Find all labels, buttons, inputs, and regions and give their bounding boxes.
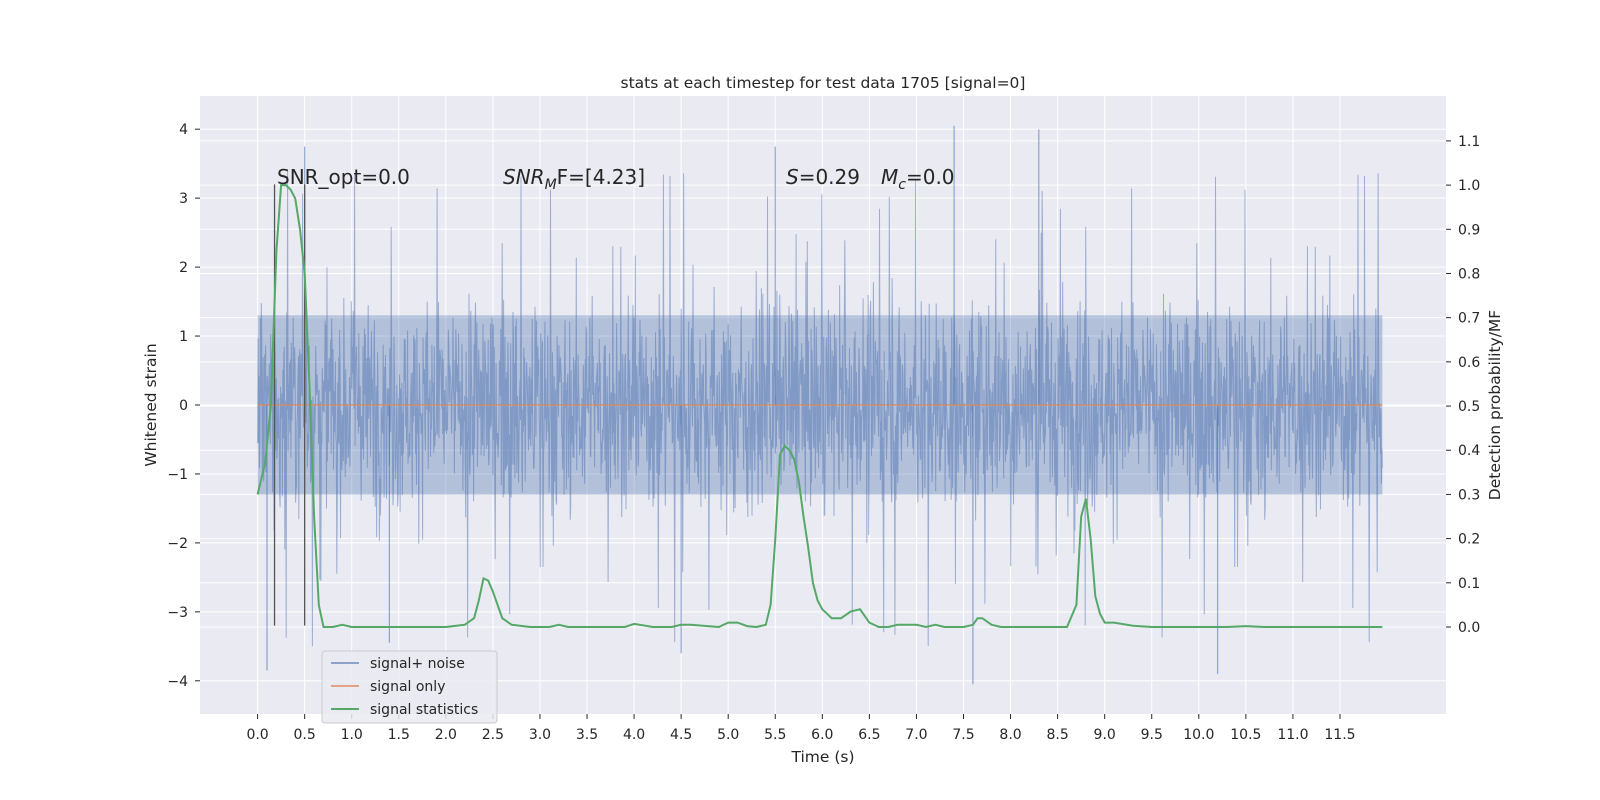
signal-statistics-series (256, 184, 1383, 629)
annotation-snr-mf-sub: M (545, 177, 557, 193)
legend-label-noise: signal+ noise (370, 656, 465, 672)
x-tick-label: 4.0 (623, 727, 645, 743)
x-tick-label: 11.5 (1324, 727, 1355, 743)
annotation-snr-opt: SNR_opt=0.0 (277, 165, 410, 189)
y2-tick-label: 0.1 (1458, 576, 1480, 592)
y-tick-label: 4 (179, 122, 188, 138)
y2-axis-label: Detection probability/MF (1486, 310, 1504, 501)
annotation-mc-value: =0.0 (906, 165, 955, 189)
signal-statistics-line (256, 184, 1383, 629)
y2-tick-label: 0.0 (1458, 620, 1480, 636)
x-tick-label: 2.0 (435, 727, 457, 743)
x-tick-label: 5.5 (764, 727, 786, 743)
x-tick-label: 6.5 (858, 727, 880, 743)
y-tick-label: 2 (179, 260, 188, 276)
annotation-mc-sub: c (898, 177, 906, 193)
x-tick-label: 9.0 (1094, 727, 1116, 743)
x-axis-label: Time (s) (790, 748, 854, 766)
x-tick-label: 7.0 (905, 727, 927, 743)
x-tick-label: 10.0 (1183, 727, 1214, 743)
y-tick-label: −2 (167, 536, 188, 552)
x-tick-label: 10.5 (1230, 727, 1261, 743)
y2-tick-label: 0.2 (1458, 532, 1480, 548)
y2-tick-label: 0.3 (1458, 487, 1480, 503)
y2-tick-label: 1.1 (1458, 134, 1480, 150)
annotation-snr-mf-base: SNR (503, 165, 545, 189)
x-tick-label: 4.5 (670, 727, 692, 743)
y-tick-label: 0 (179, 398, 188, 414)
y-tick-label: 3 (179, 191, 188, 207)
x-tick-label: 7.5 (952, 727, 974, 743)
y-axis-ticks: −4 −3 −2 −1 0 1 2 3 4 (167, 122, 200, 690)
y-tick-label: 1 (179, 329, 188, 345)
annotation-s-label: S (786, 165, 799, 189)
x-tick-label: 2.5 (482, 727, 504, 743)
legend: signal+ noise signal only signal statist… (321, 650, 498, 724)
y2-axis-ticks: 0.0 0.1 0.2 0.3 0.4 0.5 0.6 0.7 0.8 0.9 1.0 1.1 (1446, 134, 1480, 636)
marker-lines (273, 184, 306, 626)
y2-tick-label: 0.5 (1458, 399, 1480, 415)
y2-tick-label: 0.8 (1458, 266, 1480, 282)
y-axis-label: Whitened strain (142, 343, 160, 466)
x-tick-label: 11.0 (1277, 727, 1308, 743)
x-tick-label: 1.0 (341, 727, 363, 743)
annotation-mc-label: M (881, 165, 898, 189)
x-tick-label: 0.0 (246, 727, 268, 743)
y-tick-label: −4 (167, 674, 188, 690)
annotation-s-value: =0.29 (799, 165, 860, 189)
annotation-snr-mf-rest: F=[4.23] (557, 165, 645, 189)
x-tick-label: 3.5 (576, 727, 598, 743)
y-tick-label: −3 (167, 605, 188, 621)
y2-tick-label: 1.0 (1458, 178, 1480, 194)
x-tick-label: 5.0 (717, 727, 739, 743)
annotation-s: S=0.29 (786, 165, 860, 189)
x-tick-label: 3.0 (529, 727, 551, 743)
legend-label-stats: signal statistics (370, 702, 478, 718)
x-tick-label: 0.5 (294, 727, 316, 743)
chart-title: stats at each timestep for test data 170… (621, 74, 1026, 92)
y2-tick-label: 0.6 (1458, 355, 1480, 371)
y-tick-label: −1 (167, 467, 188, 483)
signal-noise-line (257, 169, 1383, 647)
x-tick-label: 8.5 (1046, 727, 1068, 743)
annotation-mc: Mc=0.0 (881, 165, 955, 193)
y2-tick-label: 0.4 (1458, 443, 1480, 459)
annotation-snr-mf: SNRMF=[4.23] (503, 165, 645, 193)
x-tick-label: 6.0 (811, 727, 833, 743)
y2-tick-label: 0.9 (1458, 222, 1480, 238)
x-axis-ticks: 0.0 0.5 1.0 1.5 2.0 2.5 3.0 3.5 4.0 4.5 5.0 5.5 6.0 6… (246, 714, 1356, 743)
y2-tick-label: 0.7 (1458, 311, 1480, 327)
x-tick-label: 1.5 (388, 727, 410, 743)
x-tick-label: 8.0 (999, 727, 1021, 743)
legend-label-signal: signal only (370, 679, 445, 695)
x-tick-label: 9.5 (1141, 727, 1163, 743)
legend-box (321, 650, 498, 724)
